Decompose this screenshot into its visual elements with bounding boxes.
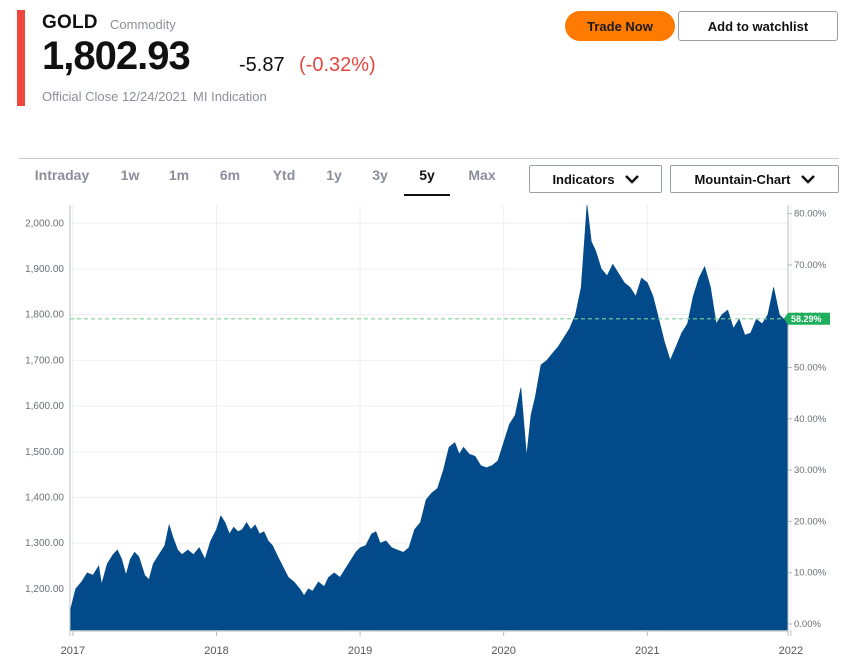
y-tick-label: 1,800.00 [25,310,64,321]
asset-type: Commodity [110,17,176,32]
chart-type-dropdown[interactable]: Mountain-Chart [670,165,839,193]
tab-ytd[interactable]: Ytd [272,167,296,183]
price-change-percent: (-0.32%) [299,54,376,76]
y-right-tick-label: 50.00% [794,363,827,374]
accent-bar [17,10,25,106]
symbol: GOLD [42,12,98,33]
tab-1y[interactable]: 1y [326,167,342,183]
x-tick-label: 2018 [204,645,228,657]
y-right-tick-label: 30.00% [794,465,827,476]
y-right-tick-label: 80.00% [794,209,827,220]
x-tick-label: 2021 [635,645,659,657]
tab-max[interactable]: Max [468,167,496,183]
chart-type-label: Mountain-Chart [694,171,791,187]
toolbar-divider [18,158,839,159]
indicators-dropdown[interactable]: Indicators [529,165,662,193]
price-chart-svg: 1,200.00 1,300.00 1,400.00 1,500.00 1,600.00… [25,204,830,657]
tab-6m[interactable]: 6m [219,167,241,183]
tab-intraday[interactable]: Intraday [34,167,90,183]
reference-badge [784,312,830,325]
y-tick-label: 1,900.00 [25,264,64,275]
y-tick-label: 1,500.00 [25,447,64,458]
tab-5y[interactable]: 5y [404,160,450,196]
reference-badge-label: 58.29% [791,314,822,324]
price-chart[interactable]: 1,200.00 1,300.00 1,400.00 1,500.00 1,600.00… [0,204,852,662]
y-tick-label: 1,200.00 [25,584,64,595]
y-right-tick-label: 20.00% [794,516,827,527]
close-label: Official Close 12/24/2021 [42,89,188,104]
y-right-tick-label: 0.00% [794,619,821,630]
indication-label: MI Indication [193,89,267,104]
price-change: -5.87 [239,54,285,76]
y-tick-label: 1,700.00 [25,355,64,366]
price-area [69,204,789,631]
y-right-tick-label: 70.00% [794,260,827,271]
y-tick-label: 1,600.00 [25,401,64,412]
tab-1m[interactable]: 1m [168,167,190,183]
indicators-label: Indicators [552,171,615,187]
trade-now-button[interactable]: Trade Now [565,11,675,41]
x-tick-label: 2019 [348,645,372,657]
chevron-down-icon [800,175,815,184]
y-right-tick-label: 40.00% [794,414,827,425]
chevron-down-icon [624,175,639,184]
y-tick-label: 1,300.00 [25,538,64,549]
tab-1w[interactable]: 1w [120,167,140,183]
y-tick-label: 2,000.00 [25,218,64,229]
x-tick-label: 2020 [491,645,515,657]
y-tick-label: 1,400.00 [25,492,64,503]
tab-3y[interactable]: 3y [372,167,388,183]
x-tick-label: 2017 [61,645,85,657]
price: 1,802.93 [42,34,191,78]
x-tick-label: 2022 [779,645,803,657]
add-to-watchlist-button[interactable]: Add to watchlist [678,11,838,41]
y-right-tick-label: 10.00% [794,568,827,579]
close-info: Official Close 12/24/2021 MI Indication [42,89,267,104]
